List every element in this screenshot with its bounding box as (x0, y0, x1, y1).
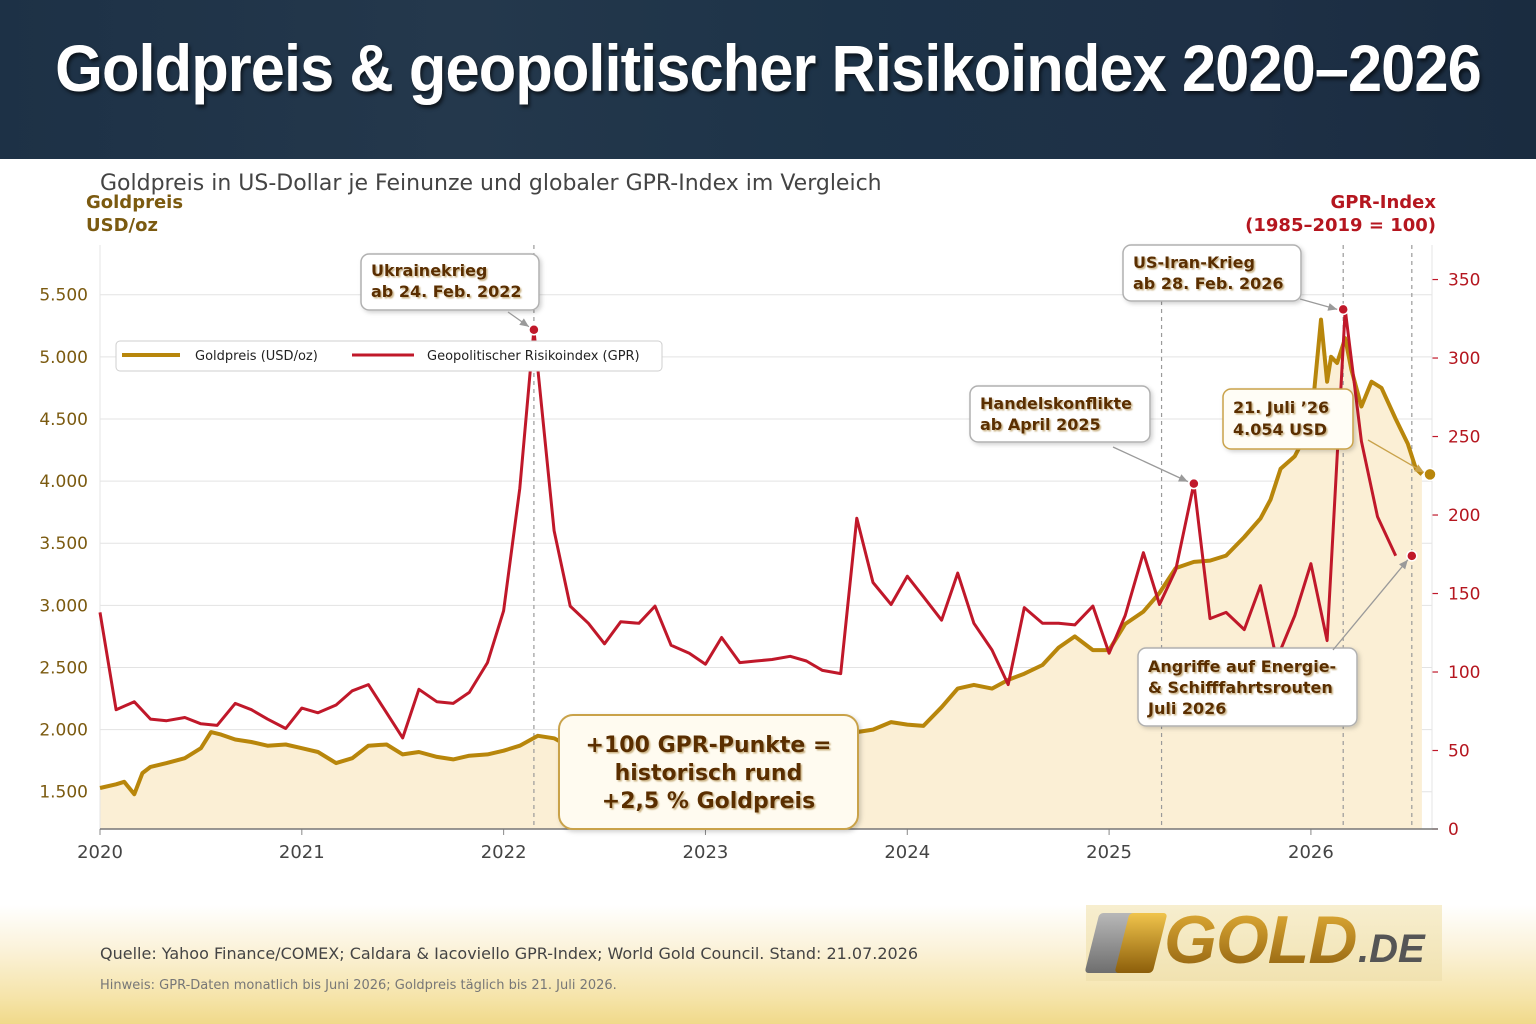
x-tick-label: 2021 (279, 842, 325, 863)
right-axis-title-line-2: (1985–2019 = 100) (1245, 215, 1436, 236)
arrow-us-iran-head (1327, 303, 1338, 311)
gpr-index-line (98, 307, 1398, 740)
source-text: Quelle: Yahoo Finance/COMEX; Caldara & I… (100, 944, 919, 963)
arrow-trade-conflict-shaft (1112, 446, 1189, 483)
annotation-ukraine-line-2: ab 24. Feb. 2022 (371, 282, 522, 301)
y-left-tick-label: 3.000 (39, 596, 88, 616)
y-right-tick-label: 250 (1448, 428, 1480, 448)
gpr-peak-ukraine-point (528, 324, 540, 336)
arrow-trade-conflict (1112, 446, 1189, 483)
left-axis-title-line-1: Goldpreis (86, 192, 184, 213)
logo-wordmark: GOLD (1164, 902, 1357, 978)
annotation-trade-conflict-line-2: ab April 2025 (980, 415, 1101, 434)
annotation-energy-shipping-line-3: Juli 2026 (1147, 699, 1226, 718)
gpr-latest-point (1406, 550, 1418, 562)
x-tick-label: 2023 (683, 842, 729, 863)
y-right-tick-label: 200 (1448, 506, 1480, 526)
annotation-latest-gold-line-2: 4.054 USD (1233, 420, 1327, 439)
arrow-energy-shipping-shaft (1332, 559, 1409, 651)
note-text: Hinweis: GPR-Daten monatlich bis Juni 20… (100, 978, 617, 993)
annotation-us-iran-line-1: US-Iran-Krieg (1133, 253, 1255, 272)
y-right-tick-label: 300 (1448, 349, 1480, 369)
annotation-rule-of-thumb-line-1: +100 GPR-Punkte = (586, 733, 832, 758)
annotation-energy-shipping: Angriffe auf Energie- & Schifffahrtsroute… (1137, 647, 1358, 727)
header-banner: Goldpreis & geopolitischer Risikoindex 2… (0, 0, 1536, 159)
annotation-us-iran-box (1122, 244, 1302, 302)
annotation-latest-gold-line-1: 21. Juli ’26 (1233, 398, 1329, 417)
annotation-us-iran: US-Iran-Krieg ab 28. Feb. 2026 (1122, 244, 1302, 302)
annotation-latest-gold: 21. Juli ’26 4.054 USD (1222, 388, 1354, 450)
chart: 1.500 2.000 2.500 3.000 3.500 4.000 4.500 5.000… (39, 244, 1480, 863)
arrow-energy-shipping (1332, 559, 1409, 651)
arrow-ukraine-head (519, 318, 529, 327)
y-left-tick-label: 5.500 (39, 286, 88, 306)
y-left-tick-label: 4.000 (39, 472, 88, 492)
annotation-ukraine-box (360, 253, 540, 311)
page-title: Goldpreis & geopolitischer Risikoindex 2… (55, 31, 1482, 105)
y-left-tick-label: 4.500 (39, 410, 88, 430)
y-right-tick-label: 0 (1448, 820, 1459, 840)
annotation-trade-conflict: Handelskonflikte ab April 2025 (969, 385, 1151, 443)
arrow-us-iran (1299, 298, 1338, 311)
arrow-latest-gold-head (1414, 464, 1424, 473)
x-tick-label: 2022 (481, 842, 527, 863)
right-axis-title-line-1: GPR-Index (1330, 192, 1436, 213)
y-left-tick-label: 5.000 (39, 348, 88, 368)
arrow-latest-gold-shaft (1367, 439, 1425, 473)
arrow-energy-shipping-head (1398, 559, 1408, 570)
left-axis-title: Goldpreis USD/oz (86, 191, 183, 237)
y-right-tick-label: 150 (1448, 585, 1480, 605)
annotation-energy-shipping-line-2: & Schifffahrtsrouten (1148, 678, 1333, 697)
y-right-tick-label: 100 (1448, 663, 1480, 683)
y-left-tick-label: 2.500 (39, 658, 88, 678)
chart-subtitle: Goldpreis in US-Dollar je Feinunze und g… (100, 171, 882, 196)
annotation-trade-conflict-line-1: Handelskonflikte (980, 394, 1132, 413)
arrow-latest-gold (1367, 439, 1425, 473)
annotation-rule-of-thumb-line-3: +2,5 % Goldpreis (602, 789, 815, 814)
gold-latest-point (1423, 467, 1437, 482)
arrow-ukraine (507, 311, 530, 328)
annotation-latest-gold-box (1222, 388, 1354, 450)
annotation-ukraine: Ukrainekrieg ab 24. Feb. 2022 (360, 253, 540, 311)
annotation-us-iran-line-2: ab 28. Feb. 2026 (1133, 274, 1284, 293)
logo-domain: .DE (1358, 927, 1425, 971)
annotation-ukraine-line-1: Ukrainekrieg (371, 261, 487, 280)
gold-de-logo[interactable]: GOLD .DE (1084, 902, 1442, 981)
annotation-energy-shipping-box (1137, 647, 1358, 727)
left-axis-title-line-2: USD/oz (86, 215, 158, 236)
chart-legend: Goldpreis (USD/oz) Geopolitischer Risikoi… (115, 340, 663, 372)
annotation-rule-of-thumb-line-2: historisch rund (615, 761, 803, 786)
right-axis-title: GPR-Index (1985–2019 = 100) (1245, 191, 1436, 237)
gpr-peak-iran-point (1337, 303, 1349, 316)
y-right-tick-label: 350 (1448, 271, 1480, 291)
annotation-energy-shipping-line-1: Angriffe auf Energie- (1148, 657, 1336, 676)
y-left-tick-label: 3.500 (39, 534, 88, 554)
gpr-peak-trade-point (1188, 477, 1200, 490)
gold-price-area (100, 319, 1422, 829)
y-left-tick-label: 1.500 (39, 783, 88, 803)
legend-gold-label: Goldpreis (USD/oz) (195, 349, 318, 364)
x-tick-label: 2020 (77, 842, 123, 863)
x-tick-label: 2025 (1086, 842, 1132, 863)
x-tick-label: 2026 (1288, 842, 1334, 863)
y-left-tick-label: 2.000 (39, 721, 88, 741)
annotation-trade-conflict-box (969, 385, 1151, 443)
y-right-tick-label: 50 (1448, 742, 1470, 762)
annotation-rule-of-thumb-box (558, 714, 859, 830)
arrow-trade-conflict-head (1178, 474, 1188, 482)
legend-gpr-label: Geopolitischer Risikoindex (GPR) (427, 349, 640, 364)
annotation-rule-of-thumb: +100 GPR-Punkte = historisch rund +2,5 % G… (558, 714, 859, 830)
x-tick-label: 2024 (884, 842, 930, 863)
